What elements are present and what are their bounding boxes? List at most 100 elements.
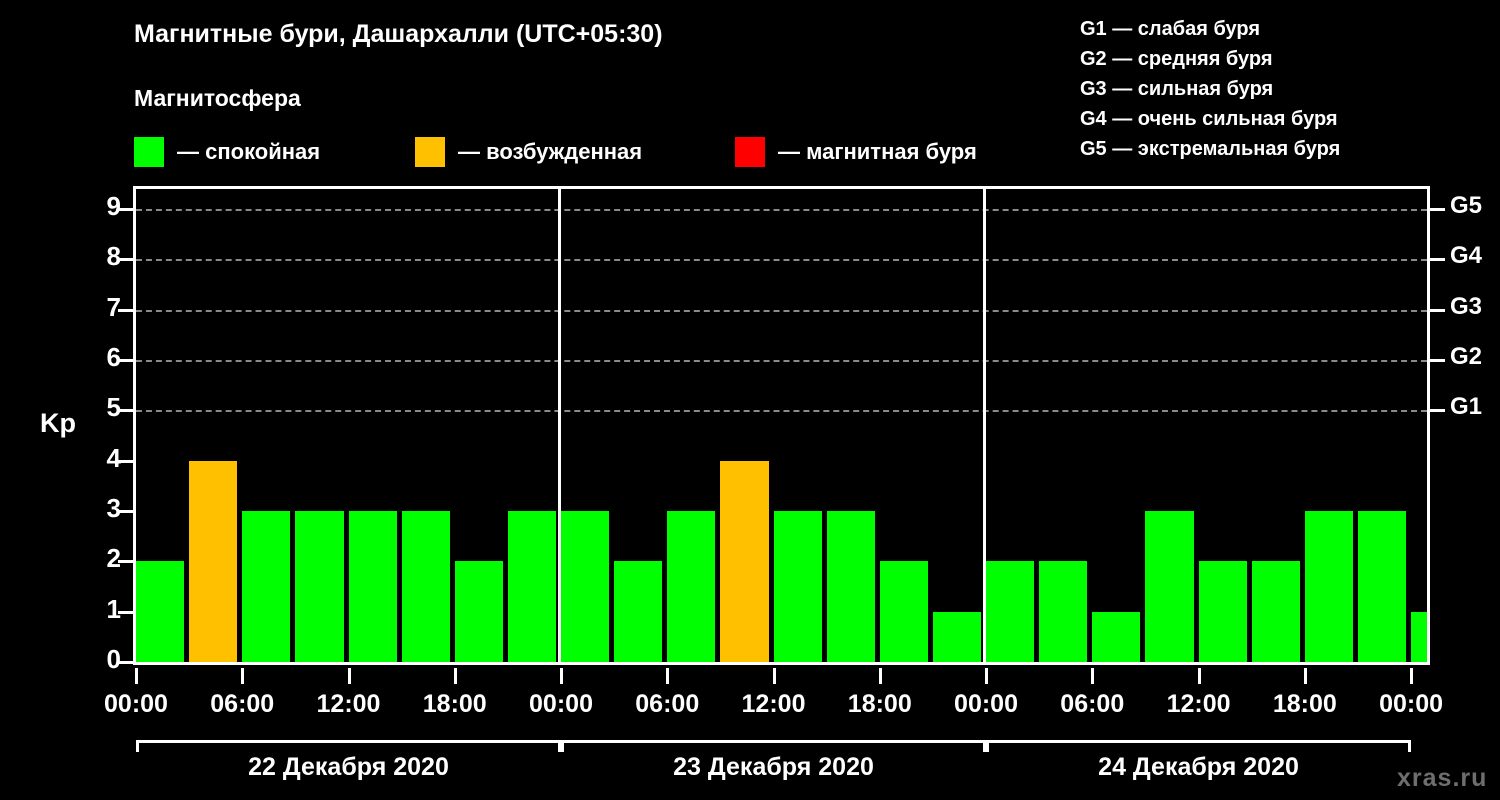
x-tick-mark	[878, 668, 882, 684]
y-tick-label: 1	[106, 593, 121, 624]
g-legend-row: G5 — экстремальная буря	[1080, 134, 1490, 164]
gridline	[136, 209, 1427, 212]
y-tick-label: 6	[106, 342, 121, 373]
y-tick-label: 2	[106, 543, 121, 574]
g-scale-legend: G1 — слабая буря G2 — средняя буря G3 — си…	[1080, 14, 1490, 164]
x-tick-label: 06:00	[635, 690, 700, 718]
x-tick-label: 00:00	[1379, 690, 1444, 718]
y-tick-label: 5	[106, 392, 121, 423]
state-legend-swatch	[134, 137, 164, 167]
bar	[295, 511, 344, 662]
day-band-label: 23 Декабря 2020	[673, 753, 874, 781]
bar	[348, 511, 397, 662]
state-legend-item: — магнитная буря	[735, 135, 977, 169]
bar	[773, 511, 822, 662]
bar	[1251, 561, 1300, 662]
gridline	[136, 360, 1427, 363]
g-legend-row: G3 — сильная буря	[1080, 74, 1490, 104]
state-legend-label: — магнитная буря	[778, 139, 977, 164]
x-tick-label: 00:00	[954, 690, 1018, 718]
g-legend-code: G4	[1080, 108, 1107, 130]
bar	[932, 611, 982, 662]
g-legend-text: — средняя буря	[1106, 48, 1273, 70]
x-tick-label: 18:00	[1272, 690, 1337, 718]
state-legend-label: — возбужденная	[458, 139, 643, 164]
g-axis-tick-mark	[1430, 258, 1445, 262]
state-legend-item: — возбужденная	[415, 135, 642, 169]
gridline	[136, 309, 1427, 312]
g-legend-text: — экстремальная буря	[1106, 138, 1341, 160]
g-legend-text: — сильная буря	[1106, 78, 1274, 100]
g-axis-tick-label: G5	[1450, 192, 1483, 220]
x-tick-label: 12:00	[316, 690, 381, 718]
g-axis-tick-label: G4	[1450, 242, 1483, 270]
g-axis-tick-mark	[1430, 359, 1445, 363]
x-tick-mark	[453, 668, 457, 684]
y-tick-label: 8	[106, 241, 121, 272]
g-legend-row: G4 — очень сильная буря	[1080, 104, 1490, 134]
x-tick-mark	[1303, 668, 1307, 684]
day-band-label: 22 Декабря 2020	[248, 753, 449, 781]
bar	[1304, 511, 1353, 662]
x-tick-mark	[135, 668, 138, 684]
g-axis-tick-mark	[1430, 308, 1445, 312]
bar	[826, 511, 875, 662]
day-band-label: 24 Декабря 2020	[1098, 753, 1299, 781]
bar	[667, 511, 716, 662]
bar	[401, 511, 450, 662]
x-tick-label: 06:00	[210, 690, 275, 718]
y-tick-label: 4	[106, 442, 121, 473]
magnetosphere-heading: Магнитосфера	[134, 85, 301, 111]
y-tick-label: 7	[106, 291, 121, 322]
x-tick-label: 18:00	[422, 690, 487, 718]
state-legend-swatch	[735, 137, 765, 167]
bar	[1145, 511, 1194, 662]
x-tick-mark	[241, 668, 245, 684]
bar	[879, 561, 928, 662]
x-tick-mark	[772, 668, 776, 684]
state-legend-item: — спокойная	[134, 135, 320, 169]
x-tick-mark	[666, 668, 670, 684]
x-tick-mark	[1091, 668, 1095, 684]
g-axis-tick-label: G1	[1450, 393, 1483, 421]
bars-layer	[136, 189, 1427, 662]
y-tick-mark	[118, 661, 133, 664]
day-band	[136, 740, 562, 752]
bar	[1357, 511, 1407, 662]
y-tick-mark	[118, 208, 133, 212]
plot-area	[133, 186, 1430, 665]
g-legend-code: G1	[1080, 18, 1107, 40]
x-tick-label: 18:00	[847, 690, 912, 718]
gridline	[136, 259, 1427, 262]
x-tick-mark	[1197, 668, 1201, 684]
day-band	[561, 740, 987, 752]
g-legend-row: G1 — слабая буря	[1080, 14, 1490, 44]
bar	[1039, 561, 1088, 662]
g-axis-tick-label: G3	[1450, 292, 1483, 320]
bar	[507, 511, 557, 662]
x-tick-label: 00:00	[104, 690, 168, 718]
g-legend-text: — очень сильная буря	[1106, 108, 1338, 130]
g-axis-tick-label: G2	[1450, 343, 1483, 371]
x-tick-mark	[985, 668, 989, 684]
bar	[136, 561, 185, 662]
day-divider	[558, 189, 562, 662]
y-tick-mark	[118, 610, 133, 614]
g-legend-code: G5	[1080, 138, 1107, 160]
y-tick-mark	[118, 359, 133, 363]
g-axis-tick-mark	[1430, 409, 1445, 413]
x-tick-label: 12:00	[741, 690, 806, 718]
y-tick-label: 0	[106, 644, 121, 674]
y-tick-mark	[118, 560, 133, 564]
bar	[189, 460, 238, 662]
state-legend-label: — спокойная	[177, 139, 321, 164]
bar	[1092, 611, 1141, 662]
g-axis-tick-mark	[1430, 208, 1445, 212]
bar	[1198, 561, 1247, 662]
y-tick-mark	[118, 258, 133, 262]
bar	[242, 511, 291, 662]
y-tick-label: 3	[106, 493, 121, 524]
g-legend-row: G2 — средняя буря	[1080, 44, 1490, 74]
bar	[614, 561, 663, 662]
y-axis-title: Kp	[40, 408, 76, 438]
